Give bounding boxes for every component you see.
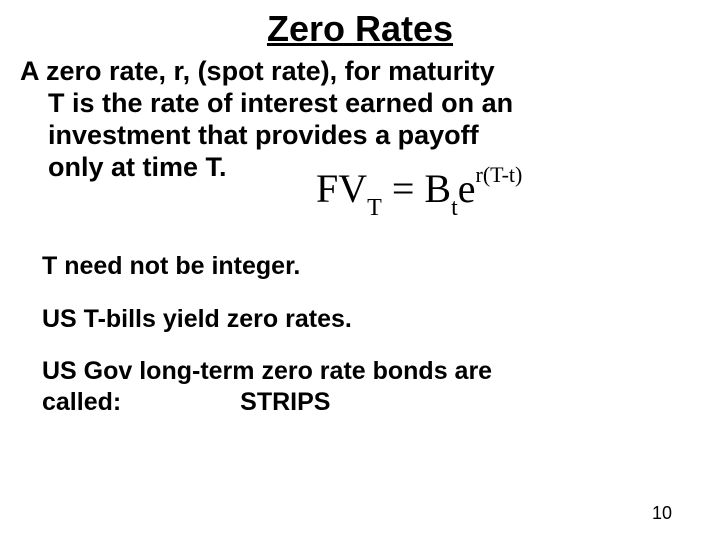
formula-exp: r(T-t) (476, 162, 523, 187)
line-gov: US Gov long-term zero rate bonds are cal… (16, 356, 704, 417)
slide-title: Zero Rates (16, 8, 704, 50)
formula-eq: = (382, 166, 425, 211)
definition-paragraph: A zero rate, r, (spot rate), for maturit… (16, 56, 704, 183)
slide-container: Zero Rates A zero rate, r, (spot rate), … (0, 0, 720, 540)
para-line-3: investment that provides a payoff (20, 120, 704, 152)
line-gov-called: called: (42, 388, 121, 416)
line-integer: T need not be integer. (16, 251, 704, 282)
para-line-1: A zero rate, r, (spot rate), for maturit… (20, 56, 495, 86)
line-tbills: US T-bills yield zero rates. (16, 304, 704, 335)
line-gov-1: US Gov long-term zero rate bonds are (42, 357, 492, 385)
formula-fv-sub: T (367, 195, 382, 221)
line-gov-strips: STRIPS (240, 387, 330, 418)
para-line-2: T is the rate of interest earned on an (20, 88, 704, 120)
formula-b-sub: t (451, 195, 458, 221)
page-number: 10 (652, 503, 672, 524)
formula-row: FVT = Bter(T-t) (16, 183, 704, 239)
formula-b: B (424, 166, 451, 211)
formula-fv: FV (316, 166, 367, 211)
formula-e: e (458, 166, 476, 211)
formula: FVT = Bter(T-t) (316, 165, 522, 218)
